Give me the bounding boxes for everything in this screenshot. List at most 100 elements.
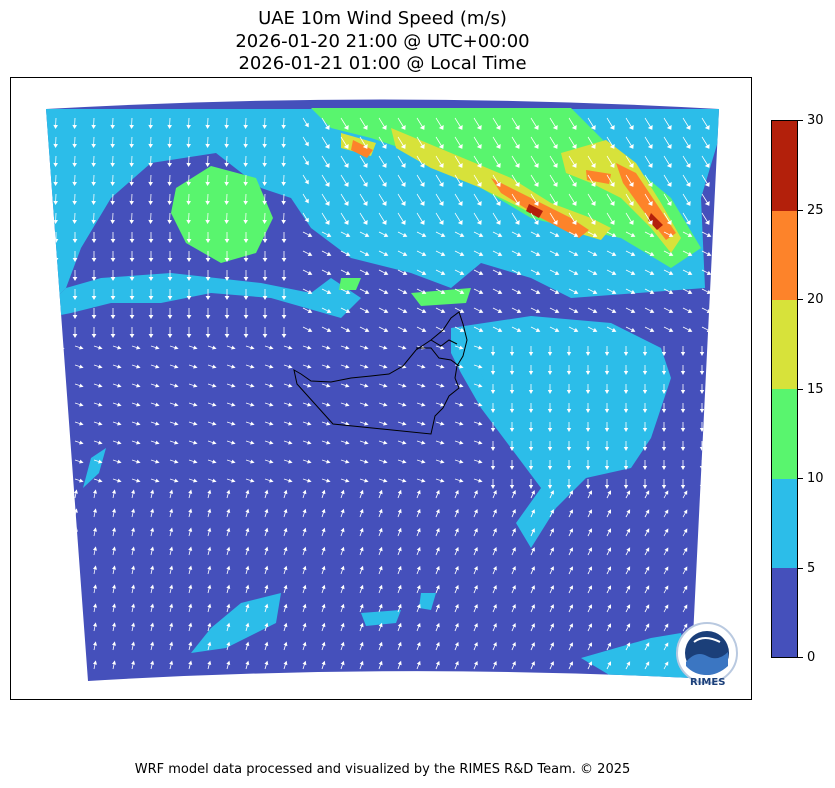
wind-arrow — [680, 403, 686, 413]
wind-arrow — [302, 212, 309, 223]
wind-arrow — [490, 346, 496, 356]
wind-arrow — [454, 326, 465, 332]
wind-arrow — [54, 584, 59, 594]
wind-arrow — [72, 308, 78, 319]
wind-arrow — [150, 440, 160, 445]
wind-arrow — [205, 156, 210, 167]
wind-arrow — [378, 193, 387, 206]
wind-arrow — [416, 527, 421, 537]
wind-arrow — [131, 364, 141, 369]
wind-arrow — [302, 345, 312, 350]
wind-arrow — [129, 308, 135, 319]
wind-arrow — [604, 346, 610, 356]
colorbar-tick-label: 30 — [807, 113, 824, 128]
wind-arrow — [682, 288, 693, 294]
wind-arrow — [378, 546, 383, 556]
wind-arrow — [397, 288, 408, 294]
wind-arrow — [625, 307, 636, 313]
wind-arrow — [682, 193, 691, 206]
wind-arrow — [397, 193, 406, 206]
wind-arrow — [606, 623, 611, 632]
wind-arrow — [340, 508, 345, 518]
wind-arrow — [262, 118, 267, 129]
wind-arrow — [530, 193, 539, 206]
wind-arrow — [93, 584, 97, 594]
wind-arrow — [606, 661, 611, 670]
wind-arrow — [207, 527, 212, 537]
wind-arrow — [359, 641, 364, 651]
wind-arrow — [207, 641, 212, 651]
wind-arrow — [625, 528, 631, 537]
wind-arrow — [340, 440, 350, 445]
wind-arrow — [549, 288, 560, 294]
wind-arrow — [511, 193, 520, 206]
wind-arrow — [167, 175, 172, 186]
wind-arrow — [585, 422, 591, 432]
wind-arrow — [454, 660, 459, 670]
wind-arrow — [302, 269, 313, 275]
wind-arrow — [302, 231, 313, 237]
wind-arrow — [264, 402, 274, 407]
wind-arrow — [682, 117, 691, 130]
wind-arrow — [547, 441, 553, 451]
wind-arrow — [207, 402, 217, 407]
wind-arrow — [397, 212, 406, 225]
wind-arrow — [566, 441, 572, 451]
wind-arrow — [492, 604, 497, 613]
wind-arrow — [699, 365, 705, 375]
wind-arrow — [73, 660, 78, 670]
wind-arrow — [378, 440, 388, 445]
wind-arrow — [188, 364, 198, 369]
wind-arrow — [378, 508, 383, 518]
wind-arrow — [473, 307, 484, 313]
wind-arrow — [397, 383, 407, 388]
wind-arrow — [454, 440, 464, 445]
wind-arrow — [416, 155, 425, 168]
speed-band-20-25 — [351, 140, 676, 240]
wind-arrow — [205, 118, 210, 129]
wind-arrow — [454, 603, 459, 613]
wind-arrow — [682, 212, 691, 225]
wind-arrow — [321, 440, 331, 445]
wind-arrow — [283, 660, 288, 670]
wind-arrow — [281, 213, 286, 224]
wind-arrow — [435, 288, 446, 294]
wind-arrow — [112, 584, 116, 594]
wind-arrow — [416, 231, 427, 237]
wind-arrow — [131, 402, 141, 407]
wind-arrow — [340, 231, 351, 237]
wind-arrow — [701, 585, 707, 594]
wind-arrow — [186, 213, 191, 224]
wind-arrow — [359, 383, 369, 388]
wind-arrow — [281, 137, 286, 148]
wind-arrow — [454, 231, 465, 237]
wind-arrow — [245, 660, 250, 670]
wind-arrow — [397, 641, 402, 651]
wind-arrow — [226, 478, 236, 483]
wind-arrow — [302, 383, 312, 388]
wind-arrow — [54, 489, 59, 499]
wind-arrow — [644, 231, 655, 237]
wind-arrow — [359, 421, 369, 426]
wind-arrow — [131, 565, 135, 575]
wind-arrow — [226, 546, 231, 556]
wind-arrow — [397, 402, 407, 407]
wind-arrow — [321, 565, 326, 575]
wind-arrow — [359, 402, 369, 407]
wind-arrow — [378, 364, 388, 369]
wind-arrow — [281, 308, 287, 319]
wind-arrow — [606, 212, 615, 225]
wind-arrow — [207, 584, 212, 594]
wind-arrow — [644, 288, 655, 294]
colorbar-segment — [772, 299, 797, 390]
wind-arrow — [131, 478, 141, 483]
wind-arrow — [340, 459, 350, 464]
wind-arrow — [587, 623, 592, 632]
wind-arrow — [509, 441, 515, 451]
wind-arrow — [473, 383, 483, 388]
wind-arrow — [186, 270, 192, 281]
wind-arrow — [302, 489, 307, 499]
wind-arrow — [264, 622, 269, 632]
wind-arrow — [129, 213, 134, 224]
wind-arrow — [321, 546, 326, 556]
